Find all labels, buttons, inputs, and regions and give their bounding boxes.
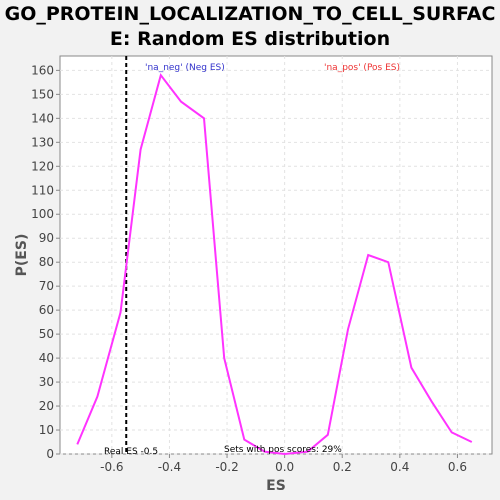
y-tick-label: 20 [39,399,54,413]
neg-es-label: 'na_neg' (Neg ES) [145,63,225,73]
y-tick-label: 100 [31,207,54,221]
y-tick-label: 50 [39,327,54,341]
y-tick-label: 10 [39,423,54,437]
x-tick-label: -0.2 [215,460,238,474]
y-tick-label: 90 [39,231,54,245]
y-tick-label: 40 [39,351,54,365]
y-tick-label: 150 [31,87,54,101]
y-tick-label: 140 [31,111,54,125]
y-tick-label: 80 [39,255,54,269]
x-tick-label: 0.2 [333,460,352,474]
x-tick-label: 0.4 [390,460,409,474]
y-tick-label: 120 [31,159,54,173]
pos-scores-annotation: Sets with pos scores: 29% [224,445,342,455]
y-tick-label: 70 [39,279,54,293]
y-tick-label: 110 [31,183,54,197]
y-tick-label: 30 [39,375,54,389]
pos-es-label: 'na_pos' (Pos ES) [324,63,400,73]
x-tick-label: 0.0 [275,460,294,474]
y-axis-label: P(ES) [14,234,30,277]
x-tick-label: 0.6 [448,460,467,474]
y-tick-label: 60 [39,303,54,317]
y-tick-label: 130 [31,135,54,149]
x-axis-label: ES [266,478,286,494]
x-axis-ticks: -0.6 -0.4 -0.2 0.0 0.2 0.4 0.6 [100,454,467,474]
x-tick-label: -0.6 [100,460,123,474]
x-tick-label: -0.4 [158,460,181,474]
y-tick-label: 160 [31,63,54,77]
real-es-annotation: Real ES -0.5 [104,447,158,457]
y-axis-ticks: 0 10 20 30 40 50 60 70 80 90 100 110 120 130 140 150 160 [31,63,60,461]
y-tick-label: 0 [46,447,54,461]
